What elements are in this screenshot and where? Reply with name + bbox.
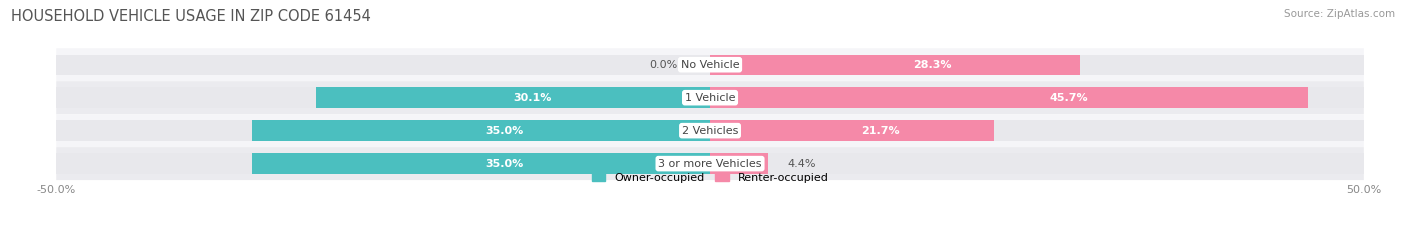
Text: 1 Vehicle: 1 Vehicle [685, 93, 735, 103]
Bar [710, 120, 994, 141]
Bar [253, 120, 710, 141]
Text: 45.7%: 45.7% [1049, 93, 1088, 103]
Bar [56, 87, 1364, 108]
Text: 3 or more Vehicles: 3 or more Vehicles [658, 159, 762, 169]
Text: Source: ZipAtlas.com: Source: ZipAtlas.com [1284, 9, 1395, 19]
Bar [56, 153, 1364, 174]
Text: 4.4%: 4.4% [787, 159, 815, 169]
Text: 21.7%: 21.7% [860, 126, 900, 136]
FancyBboxPatch shape [56, 114, 1364, 147]
Legend: Owner-occupied, Renter-occupied: Owner-occupied, Renter-occupied [592, 173, 828, 183]
Text: 2 Vehicles: 2 Vehicles [682, 126, 738, 136]
Text: 35.0%: 35.0% [485, 126, 523, 136]
FancyBboxPatch shape [56, 81, 1364, 114]
Bar [710, 55, 1080, 75]
Bar [56, 120, 1364, 141]
Bar [316, 87, 710, 108]
FancyBboxPatch shape [56, 48, 1364, 81]
Text: HOUSEHOLD VEHICLE USAGE IN ZIP CODE 61454: HOUSEHOLD VEHICLE USAGE IN ZIP CODE 6145… [11, 9, 371, 24]
Text: 28.3%: 28.3% [912, 60, 952, 70]
Text: 30.1%: 30.1% [513, 93, 553, 103]
Text: 0.0%: 0.0% [650, 60, 678, 70]
Bar [253, 153, 710, 174]
FancyBboxPatch shape [56, 147, 1364, 180]
Bar [56, 55, 1364, 75]
Text: 35.0%: 35.0% [485, 159, 523, 169]
Text: No Vehicle: No Vehicle [681, 60, 740, 70]
Bar [710, 87, 1308, 108]
Bar [710, 153, 768, 174]
